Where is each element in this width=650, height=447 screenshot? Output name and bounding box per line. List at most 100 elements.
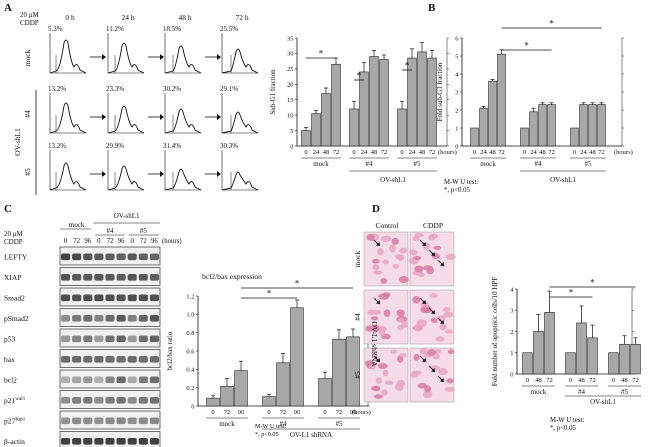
blot-band (127, 315, 137, 322)
cell (396, 309, 405, 317)
bar (529, 111, 538, 147)
bar (597, 104, 606, 147)
column-label-control: Control (376, 221, 399, 230)
cell (399, 247, 408, 254)
treatment-label: 20 μM (4, 230, 24, 238)
hist-curve (49, 102, 87, 134)
blot-band (105, 315, 115, 322)
blot-band (116, 274, 126, 281)
group-label-ov-l1-shrna: OV-L1 shRNA (290, 431, 332, 439)
blot-band (105, 376, 115, 384)
x-tick-label: 24 (480, 149, 487, 156)
cell (381, 389, 388, 396)
histogram (221, 33, 259, 74)
x-tick-label: 72 (224, 409, 231, 416)
blot-band (94, 397, 104, 404)
blot-label: p21waf1 (4, 396, 26, 405)
row-label-mock: mock (353, 250, 362, 267)
blot-band (94, 438, 104, 445)
bar (570, 127, 579, 147)
blot-band (94, 417, 104, 425)
lane-time: 72 (107, 238, 114, 245)
timepoint-label: 24 h (121, 13, 134, 22)
cell (398, 353, 407, 358)
lane-time: 72 (73, 238, 80, 245)
arrow-icon (160, 54, 164, 60)
blot-band (83, 417, 93, 425)
blot-band (72, 315, 82, 322)
blot-band (94, 356, 104, 363)
x-tick-label: 72 (589, 377, 596, 384)
cell (426, 266, 434, 275)
x-tick-label: 72 (381, 149, 388, 156)
group-label: #4 (366, 160, 374, 168)
cell (430, 317, 438, 324)
y-tick-label: 5 (455, 53, 458, 60)
blot-band (149, 274, 159, 281)
cell (434, 349, 441, 354)
stats-test: M-W U test: (444, 179, 478, 186)
cell (372, 264, 380, 271)
row-label-mock: mock (23, 49, 32, 66)
cell (373, 394, 383, 399)
cell (375, 377, 382, 384)
bar (206, 397, 220, 407)
blot-band (138, 335, 148, 343)
cell (383, 309, 391, 318)
subg1-percentage: 18.5% (163, 25, 181, 33)
group-label-ov-shl1: OV-shL1 (114, 212, 140, 220)
hist-curve (164, 108, 202, 134)
group-label: #4 (535, 160, 543, 168)
bar (290, 307, 304, 407)
side-label-ov-l1-shrna: OV-L1 shRNA (370, 321, 379, 367)
blot-band (116, 397, 126, 404)
stats-test: M-W U test: (255, 423, 286, 430)
blot-band (149, 335, 159, 343)
blot-band (61, 253, 71, 261)
column-label-cddp: CDDP (423, 221, 443, 230)
y-tick-label: 5 (290, 128, 293, 135)
blot-band (94, 253, 104, 261)
blot-band (72, 274, 82, 281)
subg1-percentage: 11.2% (106, 25, 124, 33)
x-tick-label: 0 (573, 149, 576, 156)
cell (433, 245, 442, 251)
micrograph-tile (363, 347, 409, 403)
blot-band (149, 356, 159, 363)
x-tick-label: 72 (632, 377, 639, 384)
blot-band (83, 253, 93, 261)
blot-band (72, 253, 82, 261)
y-tick-label: 10 (287, 112, 294, 119)
subg1-percentage: 5.3% (48, 25, 63, 33)
row-label-5: #5 (23, 168, 32, 176)
cell (369, 364, 376, 370)
blot-label: Smad2 (4, 293, 25, 302)
significance-star: * (524, 41, 529, 51)
blot-band (61, 356, 71, 363)
hist-curve (107, 165, 145, 191)
y-axis-label: Sub-G1 fraction (269, 69, 277, 115)
blot-band (138, 315, 148, 322)
bar (359, 71, 369, 147)
blot-band (83, 274, 93, 281)
bar (276, 362, 290, 407)
blot-band (105, 356, 115, 363)
micrograph-tile (408, 231, 456, 287)
blot-row: β-actin (4, 431, 161, 447)
cell (442, 311, 454, 318)
blot-label: XIAP (4, 273, 22, 282)
blot-label: bcl2 (4, 375, 17, 384)
group-label-ov-shl1: OV-shL1 (550, 176, 576, 184)
x-tick-label: 48 (419, 149, 426, 156)
panel-letter-d: D (372, 203, 380, 215)
lane-group-5: #5 (140, 227, 148, 235)
y-tick-label: 0.2 (186, 385, 194, 392)
blot-row: bax (4, 349, 161, 368)
histogram (49, 150, 87, 191)
y-tick-label: 3 (455, 89, 458, 96)
stats-p: *, p<0.05 (550, 425, 577, 432)
hist-curve (107, 105, 145, 134)
blot-band (116, 356, 126, 363)
y-axis-label: Fold number of apoptotic cells/10 HPF (491, 277, 499, 387)
arrow-icon (440, 262, 444, 266)
